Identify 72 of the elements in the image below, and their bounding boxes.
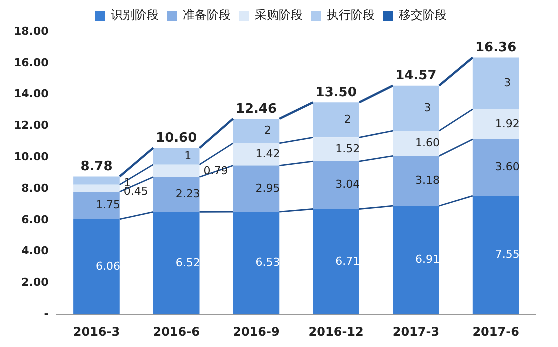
bar: [393, 156, 440, 206]
y-tick-label: 2.00: [22, 276, 50, 290]
total-label: 13.50: [316, 86, 357, 101]
bar: [393, 86, 440, 132]
bar: [313, 162, 360, 210]
bar: [233, 212, 280, 315]
y-tick-label: 16.00: [14, 56, 50, 70]
data-label: 6.53: [256, 256, 280, 270]
bar: [472, 58, 520, 110]
data-label: 1.52: [336, 142, 360, 156]
bar: [233, 143, 280, 166]
y-tick-label: 10.00: [14, 150, 50, 164]
legend-label: 识别阶段: [111, 8, 159, 22]
data-label: 6.91: [416, 253, 440, 266]
data-label: 3: [424, 101, 432, 114]
data-label: 1: [184, 149, 192, 162]
data-label: 3.18: [416, 174, 440, 188]
data-label: 6.52: [176, 256, 200, 270]
x-tick-label: 2016-12: [308, 324, 364, 339]
data-label: 2.95: [256, 182, 280, 195]
data-label: 1.60: [416, 136, 440, 150]
x-tick-label: 2016-6: [153, 324, 200, 339]
y-tick-label: 18.00: [14, 24, 50, 38]
total-label: 16.36: [476, 40, 517, 56]
data-label: 3.04: [336, 178, 360, 192]
data-label: 6.06: [96, 260, 121, 273]
data-label: 6.71: [336, 254, 360, 268]
y-tick-label: 12.00: [14, 119, 50, 132]
bar: [153, 148, 200, 165]
bar: [74, 219, 120, 315]
data-label: 2: [344, 113, 352, 126]
y-tick-label: -: [44, 307, 49, 320]
total-label: 14.57: [396, 68, 437, 84]
bar: [313, 209, 360, 315]
y-tick-label: 8.00: [22, 182, 50, 195]
bar: [313, 138, 360, 162]
data-label: 3.60: [495, 160, 520, 174]
bar: [472, 196, 520, 315]
data-label: 1.75: [96, 198, 121, 212]
bar: [153, 177, 200, 212]
bar: [153, 212, 200, 315]
legend-label: 执行阶段: [327, 8, 375, 22]
y-tick-label: 14.00: [14, 88, 50, 101]
x-tick-label: 2016-9: [233, 324, 280, 339]
bar: [74, 184, 120, 192]
x-tick-label: 2017-6: [472, 324, 520, 339]
x-tick-label: 2016-3: [73, 324, 120, 339]
x-tick-label: 2017-3: [392, 324, 440, 339]
bar: [393, 206, 440, 315]
legend-label: 移交阶段: [399, 8, 447, 22]
bar: [393, 131, 440, 156]
y-tick-label: 6.00: [22, 213, 50, 226]
data-label: 2.23: [176, 188, 200, 201]
legend-label: 准备阶段: [183, 8, 231, 22]
bar: [74, 176, 120, 185]
y-tick-label: 4.00: [22, 244, 50, 258]
bar: [233, 166, 280, 212]
data-label: 3: [504, 76, 512, 90]
bar: [233, 118, 280, 144]
bar: [74, 192, 120, 220]
legend-label: 采购阶段: [255, 8, 303, 22]
total-label: 8.78: [80, 160, 113, 175]
data-label: 1.42: [256, 147, 280, 160]
bar: [472, 109, 520, 140]
bar: [313, 102, 360, 138]
data-label: 7.55: [495, 248, 520, 262]
bar: [472, 140, 520, 196]
total-label: 12.46: [236, 102, 278, 117]
total-label: 10.60: [156, 131, 198, 146]
bar: [153, 164, 200, 178]
data-label: 2: [264, 124, 272, 138]
data-label: 1.92: [495, 117, 520, 130]
